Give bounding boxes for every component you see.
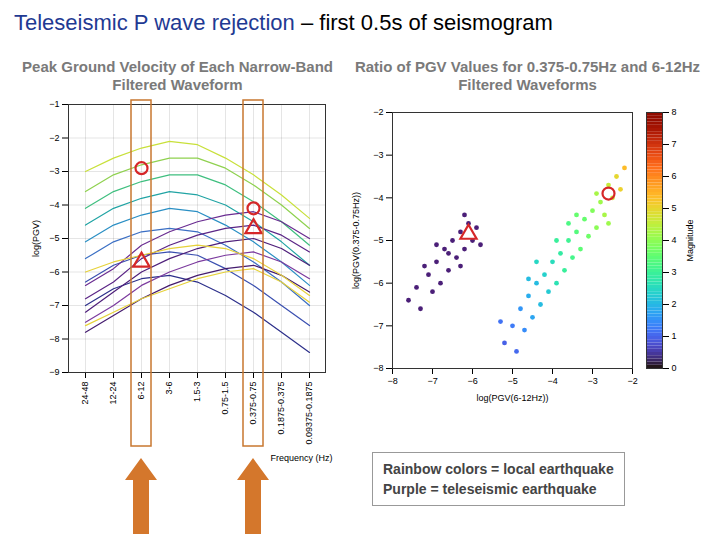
svg-text:Magnitude: Magnitude	[685, 219, 695, 261]
svg-text:−6: −6	[467, 376, 477, 386]
svg-text:0.75-1.5: 0.75-1.5	[220, 382, 230, 415]
svg-text:−4: −4	[49, 200, 59, 210]
svg-text:0: 0	[672, 363, 677, 373]
html-text:Teleseismic P wave rejection –: Teleseismic P wave rejection – first 0.5…	[14, 10, 553, 35]
svg-text:1.5-3: 1.5-3	[192, 382, 202, 403]
svg-text:−8: −8	[387, 376, 397, 386]
svg-text:24-48: 24-48	[80, 382, 90, 405]
svg-text:6: 6	[672, 171, 677, 181]
svg-text:0.375-0.75: 0.375-0.75	[248, 382, 258, 425]
svg-text:−5: −5	[49, 233, 59, 243]
svg-text:−7: −7	[373, 321, 383, 331]
svg-text:−2: −2	[49, 133, 59, 143]
svg-text:−8: −8	[49, 334, 59, 344]
html-text:Ratio of PGV Values for 0.375-: Ratio of PGV Values for 0.375-0.75Hz and…	[354, 58, 701, 93]
html-text:Peak Ground Velocity of Each N: Peak Ground Velocity of Each Narrow-Band…	[22, 58, 333, 93]
svg-text:7: 7	[672, 139, 677, 149]
svg-text:6-12: 6-12	[136, 382, 146, 400]
svg-text:12-24: 12-24	[108, 382, 118, 405]
svg-text:0.09375-0.1875: 0.09375-0.1875	[304, 382, 314, 445]
svg-text:2: 2	[672, 299, 677, 309]
html-text:Purple = teleseismic earthquak: Purple = teleseismic earthquake	[383, 481, 597, 497]
svg-text:−6: −6	[373, 278, 383, 288]
svg-text:−8: −8	[373, 363, 383, 373]
svg-text:log(PGV(6-12Hz)): log(PGV(6-12Hz))	[476, 393, 548, 403]
html-text:Rainbow colors = local earthqu: Rainbow colors = local earthquake	[383, 461, 614, 477]
svg-text:0.1875-0.375: 0.1875-0.375	[276, 382, 286, 435]
svg-text:−4: −4	[373, 193, 383, 203]
svg-text:−7: −7	[49, 300, 59, 310]
svg-text:4: 4	[672, 235, 677, 245]
svg-text:3-6: 3-6	[164, 382, 174, 395]
svg-text:−5: −5	[507, 376, 517, 386]
svg-text:−1: −1	[49, 99, 59, 109]
svg-text:Frequency (Hz): Frequency (Hz)	[270, 453, 332, 463]
svg-text:−6: −6	[49, 267, 59, 277]
svg-text:−4: −4	[547, 376, 557, 386]
svg-text:3: 3	[672, 267, 677, 277]
svg-text:1: 1	[672, 331, 677, 341]
svg-text:−2: −2	[627, 376, 637, 386]
svg-text:log(PGV(0.375-0.75Hz)): log(PGV(0.375-0.75Hz))	[351, 192, 361, 289]
svg-text:−3: −3	[49, 166, 59, 176]
svg-text:log(PGV): log(PGV)	[31, 220, 41, 257]
svg-text:−7: −7	[427, 376, 437, 386]
svg-text:−3: −3	[373, 150, 383, 160]
svg-text:5: 5	[672, 203, 677, 213]
svg-text:−9: −9	[49, 367, 59, 377]
svg-text:−2: −2	[373, 107, 383, 117]
svg-text:8: 8	[672, 107, 677, 117]
svg-text:−3: −3	[587, 376, 597, 386]
svg-text:−5: −5	[373, 235, 383, 245]
